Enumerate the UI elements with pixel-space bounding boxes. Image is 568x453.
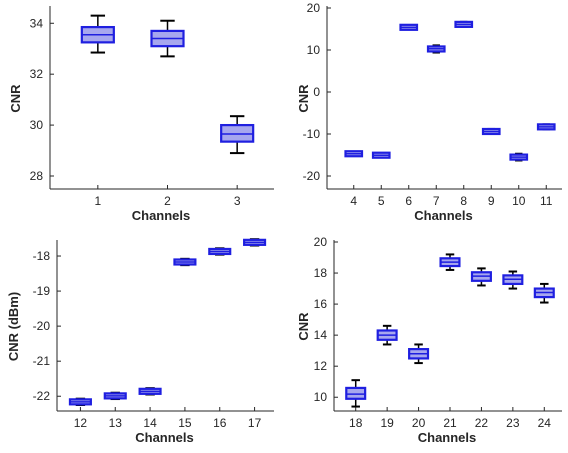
- y-tick-label: -19: [33, 284, 51, 298]
- box-plot-channel-12: [68, 397, 92, 406]
- x-tick-label: 20: [412, 416, 426, 430]
- box-plot-channel-4: [344, 150, 364, 158]
- box-plot-channel-8: [454, 20, 474, 28]
- x-axis-label: Channels: [132, 208, 191, 223]
- y-tick-label: -18: [33, 249, 51, 263]
- y-tick-label: 16: [314, 297, 328, 311]
- x-tick-label: 24: [538, 416, 552, 430]
- panel-channels-12-17: -22 -21 -20 -19 -18 12 13 14 15 16 17 Channels CNR (…: [6, 238, 274, 445]
- box-plot-channel-22: [470, 267, 492, 287]
- y-tick-label: -20: [303, 169, 321, 183]
- x-tick-label: 16: [213, 416, 227, 430]
- box-plot-channel-15: [173, 257, 197, 267]
- box-plot-channel-14: [138, 387, 162, 396]
- x-tick-label: 7: [433, 194, 440, 208]
- box-plot-channel-11: [536, 123, 556, 131]
- box-iqr: [345, 386, 367, 400]
- x-tick-label: 3: [234, 194, 241, 208]
- y-tick-label: -10: [303, 127, 321, 141]
- y-tick-label: 34: [30, 16, 44, 30]
- y-tick-label: 0: [313, 85, 320, 99]
- box-plot-channel-5: [371, 151, 391, 159]
- y-tick-label: -22: [33, 389, 51, 403]
- x-tick-label: 11: [540, 194, 553, 208]
- box-plot-channel-23: [502, 270, 524, 290]
- box-plot-channel-13: [103, 391, 127, 401]
- x-tick-label: 9: [488, 194, 495, 208]
- box-plot-channel-1: [80, 14, 115, 54]
- panel-channels-4-11: -20 -10 0 10 20 4 5 6 7 8 9 10 11 Channels CNR: [296, 1, 562, 223]
- y-tick-label: 30: [30, 118, 44, 132]
- box-plot-channel-16: [208, 247, 232, 256]
- x-tick-label: 10: [512, 194, 526, 208]
- x-tick-label: 21: [443, 416, 457, 430]
- y-tick-label: 10: [314, 390, 328, 404]
- x-tick-label: 19: [380, 416, 394, 430]
- x-tick-label: 15: [178, 416, 192, 430]
- y-tick-label: 20: [314, 235, 328, 249]
- y-axis-label: CNR: [296, 84, 311, 113]
- box-plot-channel-7: [426, 44, 446, 54]
- panel-channels-1-3: 28 30 32 34 1 2 3 Channels CNR: [8, 6, 274, 223]
- x-tick-label: 2: [164, 194, 171, 208]
- y-tick-label: 32: [30, 67, 44, 81]
- y-axis-label: CNR (dBm): [6, 292, 21, 361]
- y-tick-label: -20: [33, 319, 51, 333]
- y-tick-label: 20: [307, 1, 321, 15]
- x-axis-label: Channels: [414, 208, 473, 223]
- x-axis-label: Channels: [418, 430, 477, 445]
- x-tick-label: 17: [248, 416, 262, 430]
- x-tick-label: 12: [74, 416, 88, 430]
- y-tick-label: 10: [307, 43, 321, 57]
- y-axis-label: CNR: [296, 312, 311, 341]
- box-plot-channel-10: [509, 152, 529, 162]
- box-plot-channel-21: [439, 253, 461, 271]
- box-plot-channel-6: [399, 23, 419, 31]
- x-tick-label: 13: [109, 416, 123, 430]
- y-tick-label: -21: [33, 354, 51, 368]
- y-tick-label: 14: [314, 328, 328, 342]
- x-tick-label: 4: [350, 194, 357, 208]
- y-axis-label: CNR: [8, 84, 23, 113]
- x-tick-label: 6: [405, 194, 412, 208]
- box-plot-channel-19: [376, 324, 398, 346]
- box-plot-channel-24: [533, 282, 555, 304]
- y-tick-label: 28: [30, 169, 44, 183]
- x-axis-label: Channels: [135, 430, 194, 445]
- y-tick-label: 18: [314, 266, 328, 280]
- box-plot-channel-2: [150, 19, 185, 58]
- box-plot-channel-3: [220, 115, 255, 155]
- y-tick-label: 12: [314, 359, 328, 373]
- x-tick-label: 8: [460, 194, 467, 208]
- panel-channels-18-24: 10 12 14 16 18 20 18 19 20 21 22 23 24 Channels CNR: [296, 235, 562, 445]
- x-tick-label: 22: [475, 416, 489, 430]
- x-tick-label: 14: [143, 416, 157, 430]
- box-plot-channel-9: [481, 127, 501, 136]
- x-tick-label: 18: [349, 416, 363, 430]
- box-plot-channel-18: [345, 379, 367, 408]
- box-plot-channel-17: [243, 238, 267, 247]
- box-plot-channel-20: [408, 343, 430, 365]
- x-tick-label: 1: [94, 194, 101, 208]
- x-tick-label: 23: [506, 416, 520, 430]
- x-tick-label: 5: [378, 194, 385, 208]
